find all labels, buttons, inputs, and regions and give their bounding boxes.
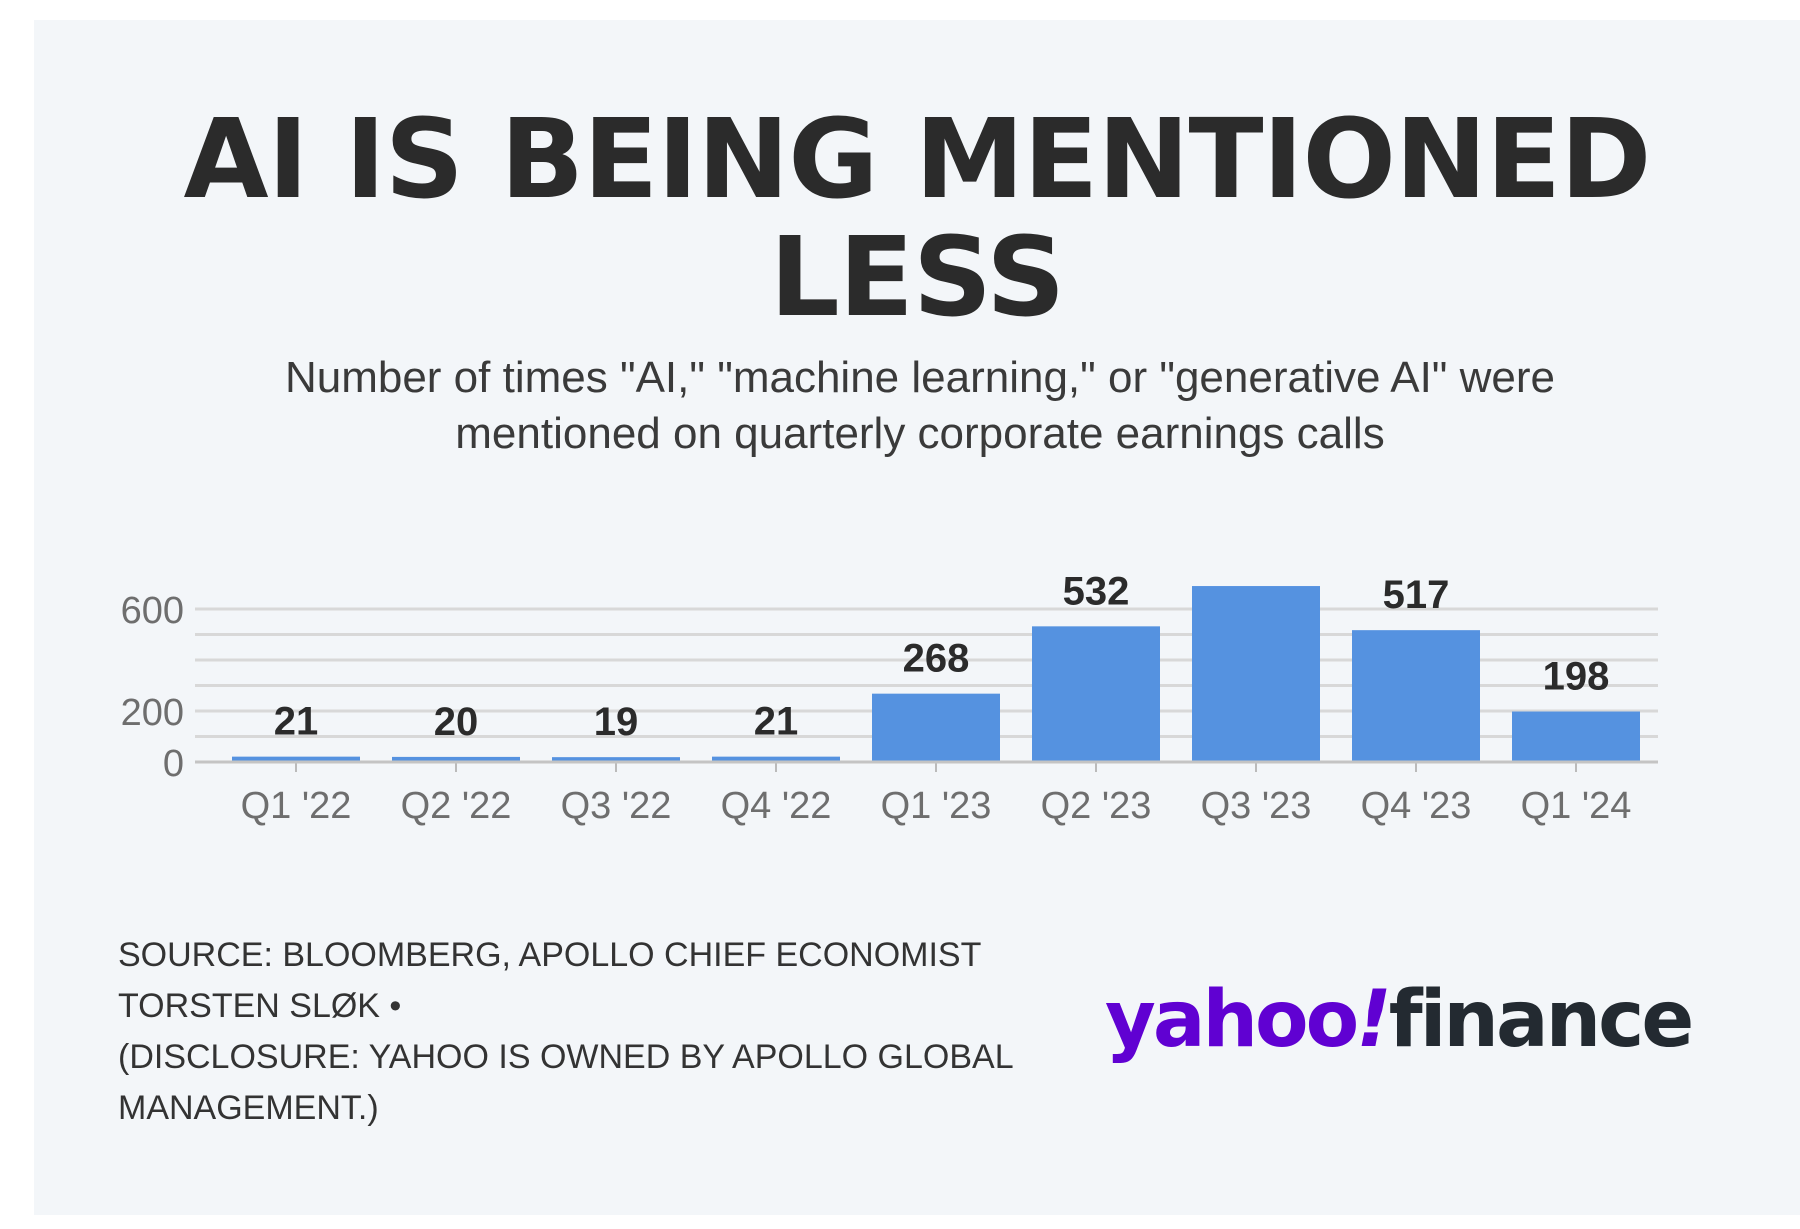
chart-title: AI IS BEING MENTIONED LESS <box>34 100 1800 336</box>
bar <box>872 693 1000 762</box>
data-label: 19 <box>594 700 639 744</box>
chart-title-line-2: LESS <box>769 213 1066 341</box>
source-line-2: TORSTEN SLØK • <box>118 987 402 1025</box>
bar <box>1352 630 1480 762</box>
data-label: 268 <box>903 637 970 681</box>
bar <box>232 756 360 762</box>
chart-subtitle-line-1: Number of times "AI," "machine learning,… <box>284 353 1556 402</box>
y-tick-label: 600 <box>121 590 184 632</box>
bar <box>552 757 680 762</box>
chart-subtitle-line-2: mentioned on quarterly corporate earning… <box>455 409 1385 458</box>
bar <box>1512 711 1640 762</box>
data-label: 517 <box>1383 573 1450 617</box>
x-tick-label: Q2 '23 <box>1041 785 1152 827</box>
source-line-1: SOURCE: BLOOMBERG, APOLLO CHIEF ECONOMIS… <box>118 936 982 974</box>
chart-subtitle: Number of times "AI," "machine learning,… <box>60 350 1780 462</box>
bar <box>1192 586 1320 762</box>
x-tick-label: Q1 '24 <box>1521 785 1632 827</box>
y-tick-label: 200 <box>121 692 184 734</box>
logo-exclamation: ! <box>1356 975 1392 1065</box>
source-line-3: (DISCLOSURE: YAHOO IS OWNED BY APOLLO GL… <box>118 1038 1014 1076</box>
x-tick-label: Q3 '23 <box>1201 785 1312 827</box>
bar <box>1032 626 1160 762</box>
x-tick-label: Q2 '22 <box>401 785 512 827</box>
chart-title-line-1: AI IS BEING MENTIONED <box>183 95 1651 223</box>
data-label: 21 <box>754 700 799 744</box>
y-tick-label: 0 <box>163 743 184 785</box>
x-tick-label: Q1 '22 <box>241 785 352 827</box>
data-label: 532 <box>1063 569 1130 613</box>
bar <box>712 756 840 762</box>
yahoo-finance-logo: yahoo!finance <box>1105 975 1695 1065</box>
source-line-4: MANAGEMENT.) <box>118 1089 379 1127</box>
x-tick-label: Q3 '22 <box>561 785 672 827</box>
data-label: 198 <box>1543 655 1610 699</box>
bar-chart: 0 200 600 21 Q1 '22 20 Q2 '22 19 Q3 '22 21 Q4 '22 2… <box>121 569 1658 827</box>
x-tick-label: Q4 '23 <box>1361 785 1472 827</box>
data-label: 21 <box>274 700 319 744</box>
x-tick-label: Q4 '22 <box>721 785 832 827</box>
source-note: SOURCE: BLOOMBERG, APOLLO CHIEF ECONOMIS… <box>118 930 1098 1134</box>
logo-finance-text: finance <box>1388 975 1695 1065</box>
data-label: 20 <box>434 700 479 744</box>
chart-card <box>34 20 1800 1215</box>
bar <box>392 756 520 762</box>
x-tick-label: Q1 '23 <box>881 785 992 827</box>
logo-yahoo-text: yahoo <box>1105 975 1359 1065</box>
